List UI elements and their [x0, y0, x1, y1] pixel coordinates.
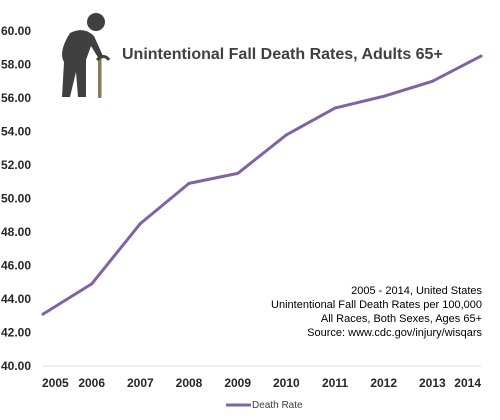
- y-tick-label: 60.00: [1, 24, 31, 38]
- annotation-line-1: 2005 - 2014, United States: [351, 285, 482, 297]
- y-tick-label: 42.00: [1, 326, 31, 340]
- data-point: [41, 312, 45, 316]
- legend-label-death-rate: Death Rate: [252, 400, 303, 411]
- x-tick-label: 2014: [454, 376, 481, 390]
- y-tick-label: 56.00: [1, 91, 31, 105]
- y-tick-label: 48.00: [1, 225, 31, 239]
- legend: Death Rate: [226, 400, 303, 411]
- annotation-line-2: Unintentional Fall Death Rates per 100,0…: [271, 299, 482, 311]
- data-point: [90, 282, 94, 286]
- x-tick-label: 2013: [419, 376, 446, 390]
- y-tick-label: 50.00: [1, 192, 31, 206]
- x-tick-label: 2010: [273, 376, 300, 390]
- y-tick-label: 40.00: [1, 359, 31, 373]
- data-point: [430, 79, 434, 83]
- annotation-block: 2005 - 2014, United States Unintentional…: [271, 285, 482, 339]
- x-axis-ticks: 2005 2006 2007 2008 2009 2010 2011 2012 2013 2014: [42, 376, 481, 390]
- annotation-line-4: Source: www.cdc.gov/injury/wisqars: [307, 327, 482, 339]
- x-tick-label: 2009: [224, 376, 251, 390]
- y-tick-label: 54.00: [1, 125, 31, 139]
- x-tick-label: 2007: [127, 376, 154, 390]
- data-point: [284, 133, 288, 137]
- data-point: [479, 54, 483, 58]
- x-tick-label: 2008: [176, 376, 203, 390]
- x-tick-label: 2012: [370, 376, 397, 390]
- x-tick-label: 2006: [78, 376, 105, 390]
- chart-title: Unintentional Fall Death Rates, Adults 6…: [122, 46, 443, 63]
- data-point: [333, 106, 337, 110]
- series-points: [41, 54, 483, 316]
- y-tick-label: 46.00: [1, 259, 31, 273]
- data-point: [138, 222, 142, 226]
- y-tick-label: 44.00: [1, 292, 31, 306]
- y-tick-label: 52.00: [1, 158, 31, 172]
- series-line-death-rate: [41, 54, 483, 316]
- y-tick-label: 58.00: [1, 58, 31, 72]
- annotation-line-3: All Races, Both Sexes, Ages 65+: [321, 313, 482, 325]
- x-tick-label: 2011: [322, 376, 348, 390]
- y-axis-ticks: 40.00 42.00 44.00 46.00 48.00 50.00 52.00 54.00…: [1, 24, 31, 373]
- x-tick-label: 2005: [42, 376, 69, 390]
- data-point: [187, 181, 191, 185]
- data-point: [236, 171, 240, 175]
- elderly-person-with-cane-icon: [62, 13, 111, 98]
- data-point: [382, 94, 386, 98]
